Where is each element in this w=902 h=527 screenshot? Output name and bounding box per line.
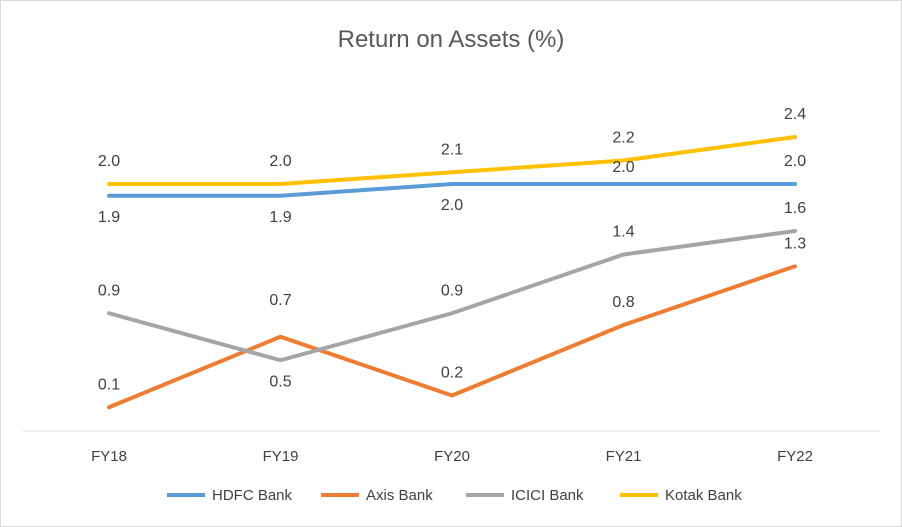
legend-label-axis-bank: Axis Bank <box>366 487 433 504</box>
legend-item-icici-bank: ICICI Bank <box>466 487 584 504</box>
data-label-kotak-bank-fy19: 2.0 <box>269 153 291 170</box>
data-label-icici-bank-fy18: 0.9 <box>98 282 120 299</box>
data-label-axis-bank-fy22: 1.3 <box>784 235 806 252</box>
legend: HDFC Bank Axis Bank ICICI Bank Kotak Bank <box>167 487 742 504</box>
x-axis-ticks: FY18 FY19 FY20 FY21 FY22 <box>91 448 813 465</box>
data-label-kotak-bank-fy20: 2.1 <box>441 141 463 158</box>
legend-label-hdfc-bank: HDFC Bank <box>212 487 293 504</box>
series-lines <box>107 135 797 410</box>
series-line-icici-bank <box>107 229 797 363</box>
data-label-kotak-bank-fy21: 2.2 <box>612 130 634 147</box>
data-label-kotak-bank-fy18: 2.0 <box>98 153 120 170</box>
data-label-hdfc-bank-fy22: 2.0 <box>784 153 806 170</box>
series-line-hdfc-bank <box>107 182 797 198</box>
data-label-icici-bank-fy19: 0.5 <box>269 373 291 390</box>
chart-title: Return on Assets (%) <box>338 26 565 53</box>
data-label-axis-bank-fy18: 0.1 <box>98 376 120 393</box>
series-line-axis-bank <box>107 264 797 410</box>
series-line-kotak-bank <box>107 135 797 186</box>
legend-item-axis-bank: Axis Bank <box>321 487 433 504</box>
x-tick-label-fy18: FY18 <box>91 448 127 465</box>
x-tick-label-fy22: FY22 <box>777 448 813 465</box>
data-label-hdfc-bank-fy19: 1.9 <box>269 209 291 226</box>
data-label-axis-bank-fy21: 0.8 <box>612 294 634 311</box>
data-label-axis-bank-fy20: 0.2 <box>441 365 463 382</box>
data-label-kotak-bank-fy22: 2.4 <box>784 106 806 123</box>
legend-label-kotak-bank: Kotak Bank <box>665 487 742 504</box>
x-tick-label-fy20: FY20 <box>434 448 470 465</box>
data-label-icici-bank-fy20: 0.9 <box>441 282 463 299</box>
data-label-hdfc-bank-fy21: 2.0 <box>612 159 634 176</box>
data-labels: 1.9 1.9 2.0 2.0 2.0 0.1 0.7 0.2 0.8 1.3 0.9 0.5 0.9 1… <box>98 106 806 393</box>
data-label-icici-bank-fy22: 1.6 <box>784 200 806 217</box>
data-label-icici-bank-fy21: 1.4 <box>612 224 634 241</box>
data-label-axis-bank-fy19: 0.7 <box>269 292 291 309</box>
x-tick-label-fy21: FY21 <box>606 448 642 465</box>
data-label-hdfc-bank-fy20: 2.0 <box>441 197 463 214</box>
data-label-hdfc-bank-fy18: 1.9 <box>98 209 120 226</box>
legend-item-hdfc-bank: HDFC Bank <box>167 487 293 504</box>
legend-item-kotak-bank: Kotak Bank <box>620 487 742 504</box>
x-tick-label-fy19: FY19 <box>263 448 299 465</box>
legend-label-icici-bank: ICICI Bank <box>511 487 584 504</box>
